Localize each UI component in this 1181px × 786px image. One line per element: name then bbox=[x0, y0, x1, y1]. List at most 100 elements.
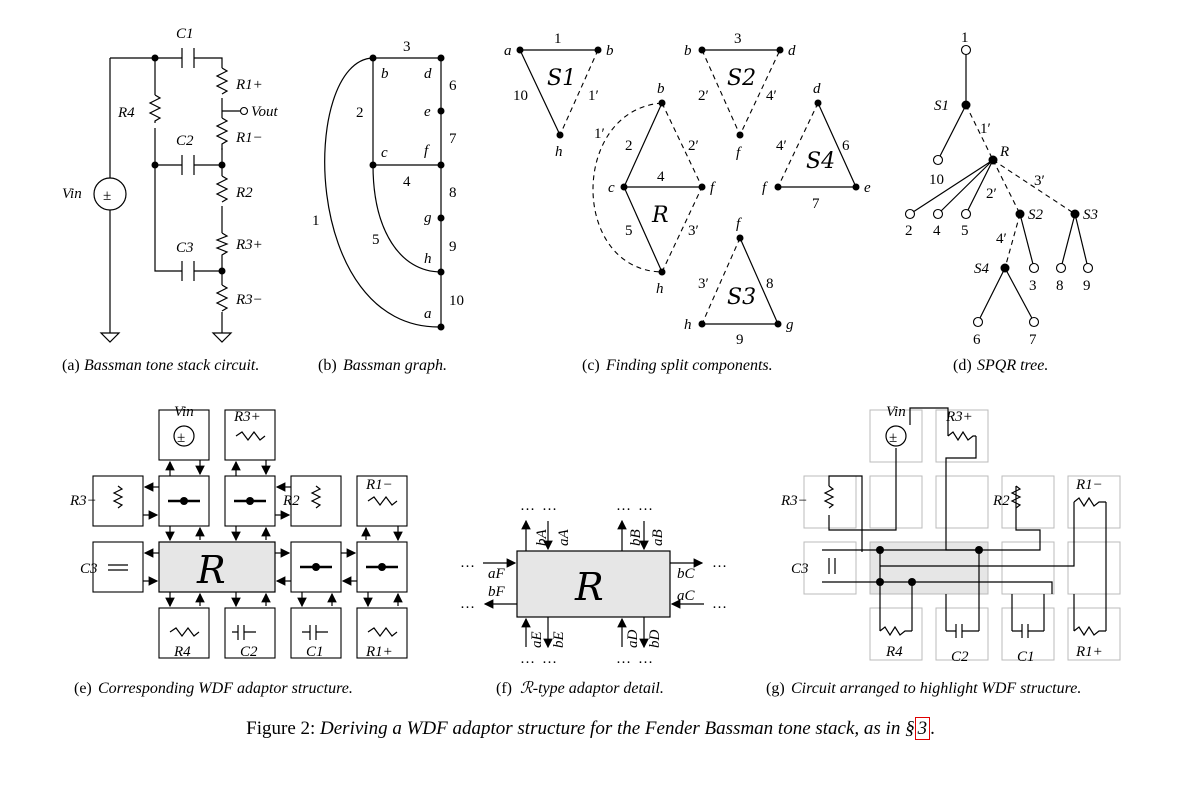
node-e: e bbox=[424, 104, 431, 120]
f-aA: aA bbox=[556, 529, 572, 547]
figure-caption-text: Deriving a WDF adaptor structure for the… bbox=[320, 718, 915, 739]
f-dots-8: … bbox=[712, 596, 727, 612]
vout-label: Vout bbox=[251, 104, 279, 120]
figure-caption: Figure 2: Deriving a WDF adaptor structu… bbox=[0, 717, 1181, 740]
g-c3: C3 bbox=[791, 561, 809, 577]
caption-a-prefix: (a) bbox=[62, 357, 80, 374]
d-1p: 1′ bbox=[980, 121, 991, 137]
e-R: R bbox=[196, 548, 226, 592]
comp-R: R bbox=[651, 203, 669, 228]
c-edge-9: 9 bbox=[736, 332, 744, 348]
node-h: h bbox=[424, 251, 432, 267]
f-dots-4: … bbox=[638, 498, 653, 514]
caption-b-prefix: (b) bbox=[318, 357, 337, 374]
g-r1p: R1+ bbox=[1075, 644, 1103, 660]
c-edge-6: 6 bbox=[842, 138, 850, 154]
c-edge-2p-b: 2′ bbox=[688, 138, 699, 154]
c-edge-5: 5 bbox=[625, 223, 633, 239]
f-bD: bD bbox=[647, 630, 663, 649]
f-dots-9: … bbox=[520, 651, 535, 667]
node-g: g bbox=[424, 210, 432, 226]
c-edge-7: 7 bbox=[812, 196, 820, 212]
e-c2: C2 bbox=[240, 644, 258, 660]
node-a: a bbox=[424, 306, 432, 322]
d-S4: S4 bbox=[974, 261, 990, 277]
c-node-c: c bbox=[608, 180, 615, 196]
c-node-d: d bbox=[788, 43, 796, 59]
e-r3m: R3− bbox=[69, 493, 97, 509]
c-edge-2p: 2′ bbox=[698, 88, 709, 104]
r4-label: R4 bbox=[117, 105, 135, 121]
comp-S2: S2 bbox=[727, 66, 756, 91]
d-R: R bbox=[999, 144, 1009, 160]
g-c2: C2 bbox=[951, 649, 969, 665]
caption-c-prefix: (c) bbox=[582, 357, 600, 374]
g-r3m: R3− bbox=[780, 493, 808, 509]
r1m-label: R1− bbox=[235, 130, 263, 146]
f-bC: bC bbox=[677, 566, 696, 582]
f-dots-7: … bbox=[712, 555, 727, 571]
r3p-label: R3+ bbox=[235, 237, 263, 253]
f-aB: aB bbox=[650, 529, 666, 546]
f-dots-10: … bbox=[542, 651, 557, 667]
edge-10: 10 bbox=[449, 293, 464, 309]
panel-e-wdf: Vin ± R3+ R3− R2 R1− C3 R R4 C2 C1 R1+ (… bbox=[69, 404, 408, 697]
c-node-h: h bbox=[555, 144, 563, 160]
c-edge-1: 1 bbox=[554, 31, 562, 47]
d-S2: S2 bbox=[1028, 207, 1044, 223]
d-S1: S1 bbox=[934, 98, 949, 114]
e-c1: C1 bbox=[306, 644, 324, 660]
f-dots-6: … bbox=[460, 596, 475, 612]
caption-f-prefix: (f) bbox=[496, 680, 512, 697]
d-3p: 3′ bbox=[1034, 173, 1045, 189]
e-r3p: R3+ bbox=[233, 409, 261, 425]
node-f: f bbox=[424, 143, 430, 159]
c-edge-1p: 1′ bbox=[588, 88, 599, 104]
section-ref-link[interactable]: 3 bbox=[914, 717, 931, 740]
caption-f: ℛ-type adaptor detail. bbox=[520, 680, 664, 697]
d-9: 9 bbox=[1083, 278, 1091, 294]
d-2: 2 bbox=[905, 223, 913, 239]
c-edge-3p-b: 3′ bbox=[698, 276, 709, 292]
c-node-f2: f bbox=[710, 180, 716, 196]
edge-8: 8 bbox=[449, 185, 457, 201]
e-r1p: R1+ bbox=[365, 644, 393, 660]
g-c1: C1 bbox=[1017, 649, 1035, 665]
edge-2: 2 bbox=[356, 105, 364, 121]
node-b: b bbox=[381, 66, 389, 82]
panel-a-circuit: C1 C2 C3 R4 R1+ R1− R2 R3+ R3− Vout Vin … bbox=[62, 26, 279, 374]
c-edge-2: 2 bbox=[625, 138, 633, 154]
f-dots-3: … bbox=[616, 498, 631, 514]
f-bF: bF bbox=[488, 584, 506, 600]
comp-S3: S3 bbox=[727, 285, 756, 310]
c-node-e: e bbox=[864, 180, 871, 196]
c-edge-3p: 3′ bbox=[688, 223, 699, 239]
d-6: 6 bbox=[973, 332, 981, 348]
edge-1: 1 bbox=[312, 213, 320, 229]
panel-f-rtype: R bA aA bB aB aF bF bC aC aE bE aD bD … … bbox=[460, 498, 727, 697]
edge-3: 3 bbox=[403, 39, 411, 55]
r1p-label: R1+ bbox=[235, 77, 263, 93]
c2-label: C2 bbox=[176, 133, 194, 149]
c-node-b: b bbox=[606, 43, 614, 59]
caption-d: SPQR tree. bbox=[977, 357, 1048, 374]
caption-g: Circuit arranged to highlight WDF struct… bbox=[791, 680, 1081, 697]
f-bB: bB bbox=[628, 529, 644, 546]
c-node-g: g bbox=[786, 317, 794, 333]
c-node-f4: f bbox=[736, 216, 742, 232]
e-r2: R2 bbox=[282, 493, 300, 509]
panel-c-split: S1 S2 R S4 S3 a b h b d f b c f h d f e … bbox=[504, 31, 871, 374]
panel-b-graph: b d e f c g h a 1 2 3 4 5 6 7 8 9 10 (b)… bbox=[312, 39, 464, 374]
edge-5: 5 bbox=[372, 232, 380, 248]
g-source-sign: ± bbox=[889, 430, 897, 446]
panel-g-arranged: Vin ± R3+ R3− R2 R1− C3 R4 C2 C1 R1+ (g)… bbox=[766, 404, 1121, 697]
g-r3p: R3+ bbox=[945, 409, 973, 425]
c-node-f: f bbox=[736, 145, 742, 161]
g-vin: Vin bbox=[886, 404, 906, 420]
d-S3: S3 bbox=[1083, 207, 1098, 223]
d-4: 4 bbox=[933, 223, 941, 239]
c1-label: C1 bbox=[176, 26, 194, 42]
r2-label: R2 bbox=[235, 185, 253, 201]
d-5: 5 bbox=[961, 223, 969, 239]
caption-d-prefix: (d) bbox=[953, 357, 972, 374]
